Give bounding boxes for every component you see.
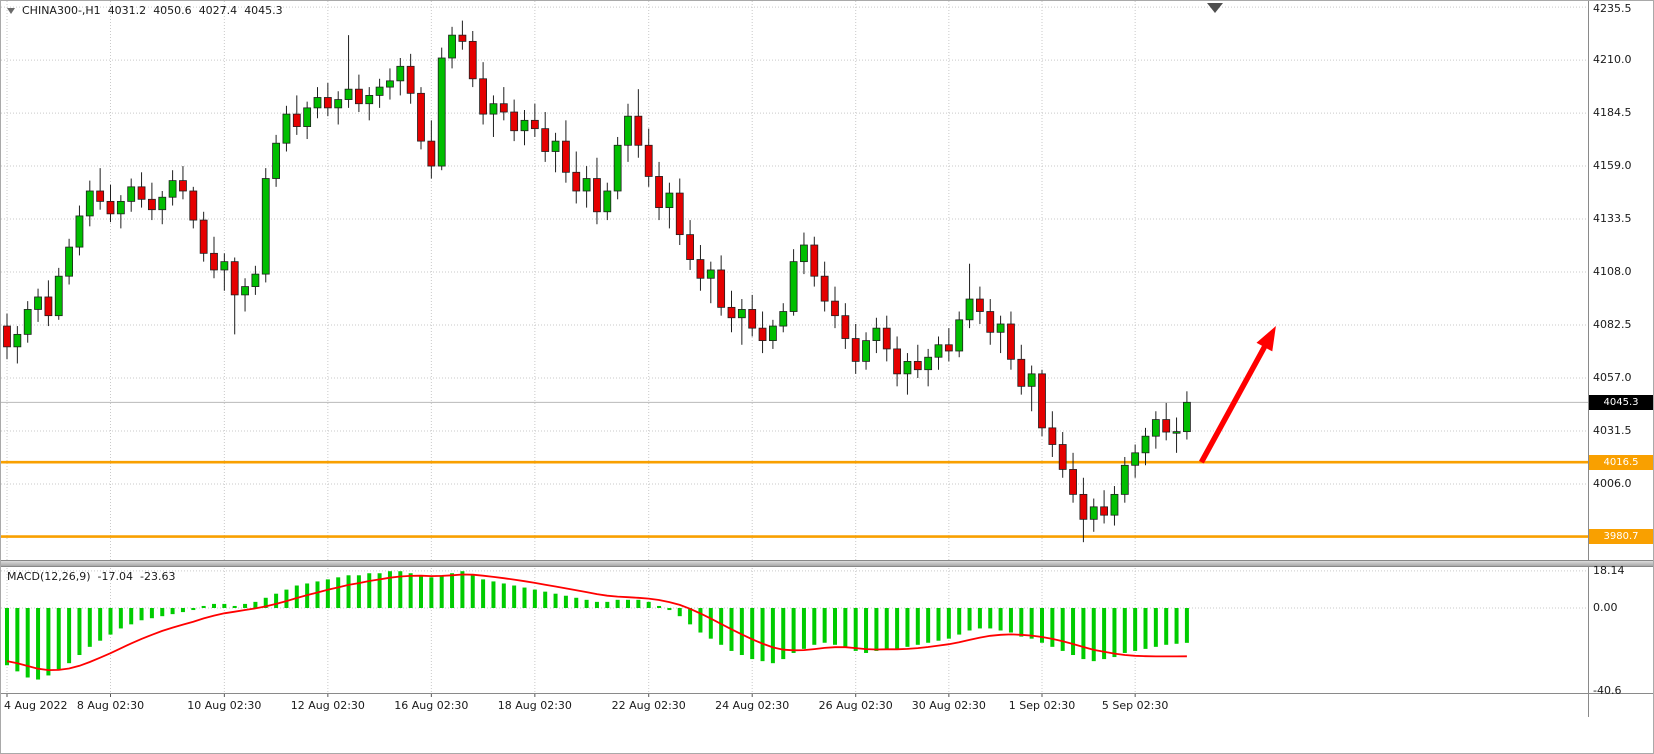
time-axis-label: 16 Aug 02:30 [394, 699, 469, 712]
time-axis-label: 1 Sep 02:30 [1008, 699, 1076, 712]
macd-signal-line [6, 573, 1187, 672]
macd-indicator-label: MACD(12,26,9) -17.04 -23.63 [7, 570, 175, 583]
symbol-period: CHINA300-,H1 [22, 4, 101, 17]
price-axis-label: 4159.0 [1593, 159, 1632, 173]
time-axis-label: 18 Aug 02:30 [497, 699, 572, 712]
price-axis-label: 4082.5 [1593, 318, 1632, 332]
price-axis-label: 4108.0 [1593, 265, 1632, 279]
quote-close: 4045.3 [244, 4, 283, 17]
price-axis-label: 4031.5 [1593, 424, 1632, 437]
macd-axis-label: -40.6 [1593, 683, 1622, 697]
symbol-info: CHINA300-,H1 4031.2 4050.6 4027.4 4045.3 [7, 4, 283, 17]
chart-shift-icon[interactable] [1207, 3, 1223, 13]
price-axis-label: 4184.5 [1593, 106, 1632, 120]
price-axis-label: 4235.5 [1593, 2, 1632, 15]
panel-splitter[interactable] [1, 560, 1653, 567]
price-axis-label: 4057.0 [1593, 371, 1632, 384]
price-axis-label: 4210.0 [1593, 53, 1632, 67]
hline-price-badge: 3980.7 [1589, 529, 1653, 545]
macd-panel-border [1, 693, 1653, 694]
macd-axis-label: 0.00 [1593, 601, 1618, 614]
time-axis-label: 10 Aug 02:30 [187, 699, 262, 712]
macd-value: -17.04 [97, 570, 134, 583]
quote-low: 4027.4 [198, 4, 238, 17]
time-axis-label: 4 Aug 2022 [4, 699, 68, 712]
time-axis[interactable]: 4 Aug 2022 8 Aug 02:30 10 Aug 02:30 12 Aug … [1, 694, 1588, 717]
quote-open: 4031.2 [107, 4, 147, 17]
macd-signal-value: -23.63 [140, 570, 176, 583]
symbol-dropdown-icon[interactable] [7, 8, 15, 14]
time-axis-label: 8 Aug 02:30 [76, 699, 145, 712]
macd-axis-label: 18.14 [1593, 563, 1625, 577]
macd-histogram [5, 571, 1189, 680]
time-axis-label: 30 Aug 02:30 [911, 699, 986, 712]
time-axis-label: 24 Aug 02:30 [715, 699, 790, 712]
time-axis-label: 26 Aug 02:30 [818, 699, 893, 712]
time-axis-label: 12 Aug 02:30 [290, 699, 365, 712]
time-axis-label: 5 Sep 02:30 [1101, 699, 1169, 712]
price-axis-label: 4133.5 [1593, 212, 1632, 226]
candlestick-series [3, 20, 1191, 543]
time-axis-label: 22 Aug 02:30 [611, 699, 686, 712]
macd-title: MACD(12,26,9) [7, 570, 91, 583]
price-axis-separator [1588, 1, 1589, 717]
price-axis[interactable]: 4235.5 4210.0 4184.5 4159.0 4133.5 4108.0 4082… [1589, 1, 1653, 717]
grid-lines [1, 1, 1588, 697]
hline-price-badge: 4016.5 [1589, 454, 1653, 470]
current-price-badge: 4045.3 [1589, 394, 1653, 410]
quote-high: 4050.6 [153, 4, 192, 17]
trend-arrow-annotation[interactable] [1198, 326, 1276, 464]
price-axis-label: 4006.0 [1593, 476, 1632, 490]
